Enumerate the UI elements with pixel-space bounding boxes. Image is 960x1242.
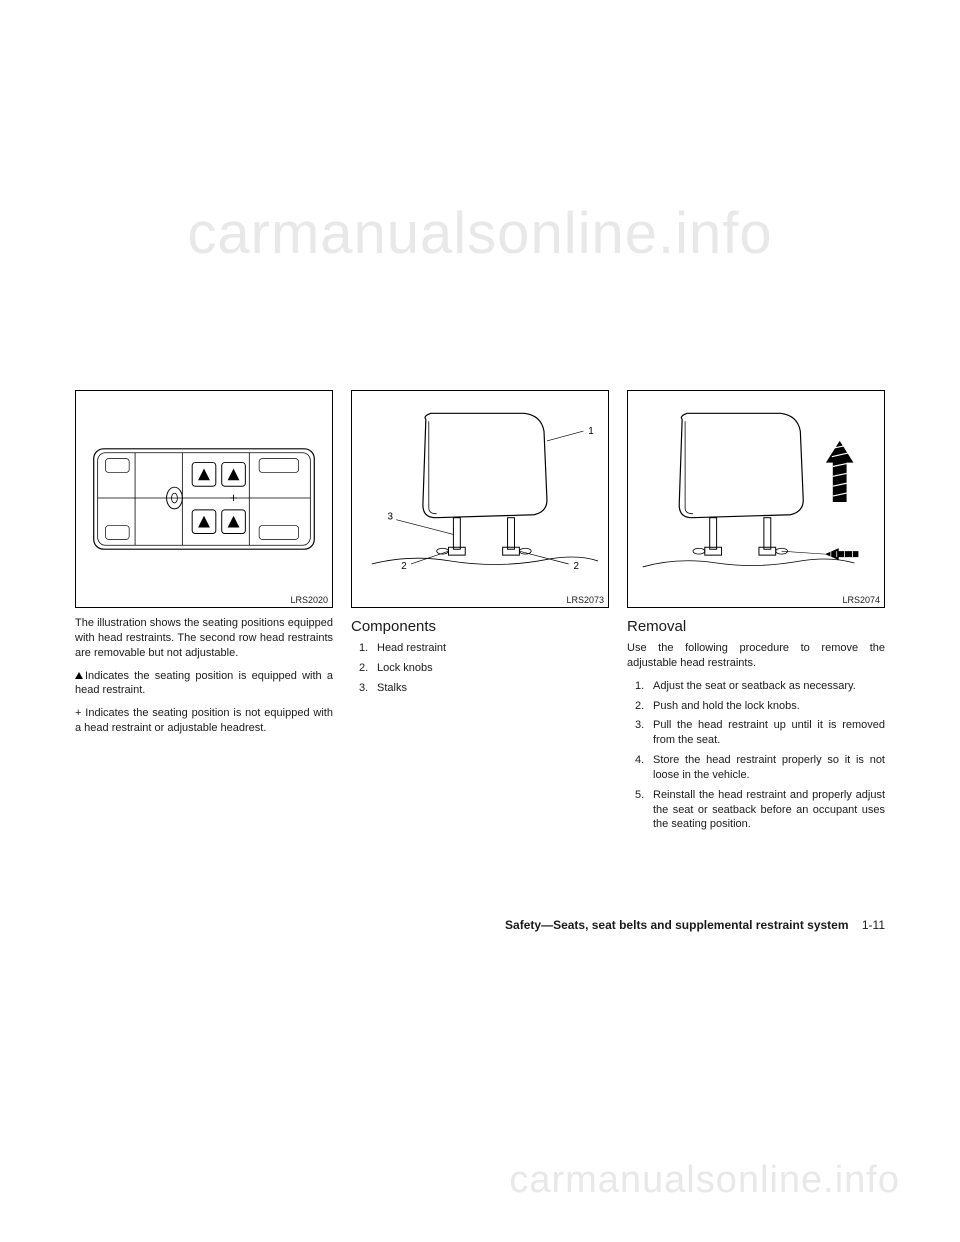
list-item-text: Stalks bbox=[377, 682, 407, 694]
list-item-text: Head restraint bbox=[377, 642, 446, 654]
svg-text:1: 1 bbox=[588, 426, 593, 437]
column-2: 1 2 3 2 LRS2073 Components 1.Head restra… bbox=[351, 390, 609, 837]
watermark-top: carmanualsonline.info bbox=[187, 200, 772, 267]
figure-seating-positions: + LRS2020 bbox=[75, 390, 333, 608]
list-item: 5.Reinstall the head restraint and prope… bbox=[641, 788, 885, 833]
footer-text: Safety—Seats, seat belts and supplementa… bbox=[505, 918, 848, 932]
content-area: + LRS2020 The illustration shows the sea… bbox=[75, 390, 885, 837]
list-item: 3.Pull the head restraint up until it is… bbox=[641, 718, 885, 748]
components-list: 1.Head restraint 2.Lock knobs 3.Stalks bbox=[351, 641, 609, 701]
removal-list: 1.Adjust the seat or seatback as necessa… bbox=[627, 679, 885, 838]
list-item-text: Adjust the seat or seatback as necessary… bbox=[653, 680, 856, 692]
figure-3-label: LRS2074 bbox=[842, 595, 880, 605]
footer: Safety—Seats, seat belts and supplementa… bbox=[505, 918, 885, 932]
list-item: 3.Stalks bbox=[365, 681, 609, 696]
list-item: 4.Store the head restraint properly so i… bbox=[641, 753, 885, 783]
list-item-text: Reinstall the head restraint and properl… bbox=[653, 789, 885, 831]
svg-text:2: 2 bbox=[401, 561, 406, 572]
list-item: 2.Push and hold the lock knobs. bbox=[641, 699, 885, 714]
col1-paragraph-1: The illustration shows the seating posit… bbox=[75, 616, 333, 661]
removal-svg bbox=[628, 391, 884, 607]
components-svg: 1 2 3 2 bbox=[352, 391, 608, 607]
list-item: 2.Lock knobs bbox=[365, 661, 609, 676]
list-item-text: Pull the head restraint up until it is r… bbox=[653, 719, 885, 746]
list-item-text: Push and hold the lock knobs. bbox=[653, 700, 800, 712]
list-item-text: Lock knobs bbox=[377, 662, 433, 674]
col1-paragraph-2: Indicates the seating position is equipp… bbox=[75, 669, 333, 699]
list-item-text: Store the head restraint properly so it … bbox=[653, 754, 885, 781]
removal-heading: Removal bbox=[627, 618, 885, 635]
triangle-icon bbox=[75, 672, 83, 679]
list-item: 1.Head restraint bbox=[365, 641, 609, 656]
svg-text:3: 3 bbox=[387, 512, 393, 523]
col1-paragraph-3: + Indicates the seating position is not … bbox=[75, 706, 333, 736]
seating-diagram-svg: + bbox=[76, 391, 332, 607]
figure-removal: LRS2074 bbox=[627, 390, 885, 608]
svg-text:+: + bbox=[230, 490, 237, 505]
svg-text:2: 2 bbox=[574, 561, 579, 572]
removal-intro: Use the following procedure to remove th… bbox=[627, 641, 885, 671]
figure-2-label: LRS2073 bbox=[566, 595, 604, 605]
components-heading: Components bbox=[351, 618, 609, 635]
watermark-bottom: carmanualsonline.info bbox=[509, 1159, 900, 1202]
column-1: + LRS2020 The illustration shows the sea… bbox=[75, 390, 333, 837]
figure-1-label: LRS2020 bbox=[290, 595, 328, 605]
col1-p2-text: Indicates the seating position is equipp… bbox=[75, 670, 333, 697]
list-item: 1.Adjust the seat or seatback as necessa… bbox=[641, 679, 885, 694]
column-3: LRS2074 Removal Use the following proced… bbox=[627, 390, 885, 837]
figure-components: 1 2 3 2 LRS2073 bbox=[351, 390, 609, 608]
page-number: 1-11 bbox=[862, 918, 885, 932]
